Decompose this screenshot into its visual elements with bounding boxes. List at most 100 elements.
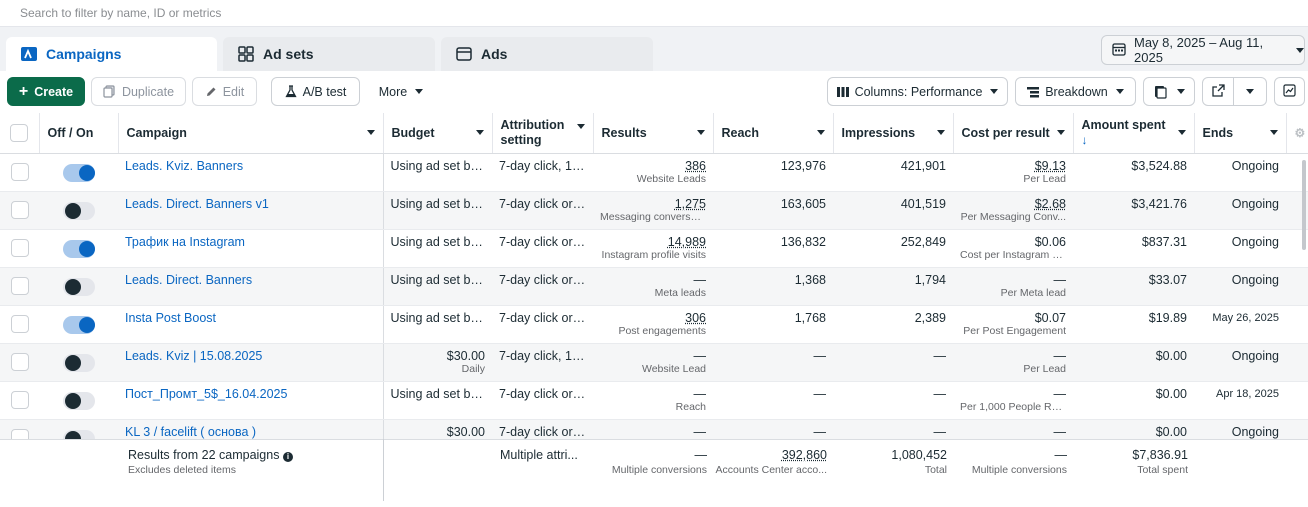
results-sub: Instagram profile visits	[601, 248, 706, 261]
header-budget[interactable]: Budget	[383, 113, 493, 154]
duplicate-button[interactable]: Duplicate	[91, 77, 186, 106]
date-range-label: May 8, 2025 – Aug 11, 2025	[1134, 35, 1264, 65]
campaign-name-link[interactable]: Leads. Kviz. Banners	[125, 158, 244, 173]
header-reach[interactable]: Reach	[713, 113, 834, 154]
breakdown-icon	[1027, 86, 1040, 98]
row-select-cell	[0, 267, 39, 306]
chevron-down-icon	[936, 130, 945, 135]
amount-spent-value: $837.31	[1141, 234, 1187, 249]
header-label: Attribution setting	[500, 117, 565, 147]
delivery-toggle[interactable]	[62, 315, 95, 334]
columns-button[interactable]: Columns: Performance	[827, 77, 1008, 106]
create-button[interactable]: + Create	[7, 77, 85, 106]
header-label: Off / On	[47, 125, 94, 140]
campaign-name-link[interactable]: Insta Post Boost	[125, 310, 217, 325]
tab-ads[interactable]: Ads	[441, 37, 653, 71]
impressions-cell: —	[833, 381, 953, 420]
export-menu-button[interactable]	[1233, 77, 1267, 106]
tab-ad-sets[interactable]: Ad sets	[223, 37, 435, 71]
row-toggle-cell	[39, 191, 118, 230]
filter-search-input[interactable]	[0, 0, 600, 26]
more-button[interactable]: More	[370, 77, 432, 106]
delivery-toggle[interactable]	[62, 239, 95, 258]
impressions-value: 252,849	[900, 234, 946, 249]
table-row[interactable]: Leads. Direct. Banners v1 Using ad set bu…	[0, 191, 1308, 230]
summary-spent-sub: Total spent	[1137, 464, 1188, 476]
campaign-name-link[interactable]: Leads. Direct. Banners v1	[125, 196, 269, 211]
campaign-name-link[interactable]: Трафик на Instagram	[125, 234, 245, 249]
table-row[interactable]: Leads. Kviz. Banners Using ad set bu... 7-…	[0, 153, 1308, 192]
campaign-name-link[interactable]: Пост_Промт_5$_16.04.2025	[125, 386, 288, 401]
ab-test-button[interactable]: A/B test	[271, 77, 360, 106]
header-cost-per-result[interactable]: Cost per result	[953, 113, 1074, 154]
header-label: Impressions	[841, 125, 916, 140]
header-results[interactable]: Results	[593, 113, 714, 154]
reach-cell: 123,976	[713, 153, 833, 192]
campaign-name-link[interactable]: Leads. Kviz | 15.08.2025	[125, 348, 263, 363]
cost-per-result-cell: $2.68 Per Messaging Conv...	[953, 191, 1073, 230]
campaign-name-link[interactable]: KL 3 / facelift ( основа )	[125, 424, 257, 439]
row-checkbox[interactable]	[10, 314, 29, 333]
chevron-down-icon	[1177, 130, 1186, 135]
summary-impressions-value: 1,080,452	[891, 448, 947, 462]
attribution-cell: 7-day click, 1-...	[492, 343, 593, 382]
export-button[interactable]	[1202, 77, 1234, 106]
duplicate-label: Duplicate	[121, 84, 175, 99]
chart-view-button[interactable]	[1274, 77, 1305, 106]
amount-spent-value: $19.89	[1148, 310, 1187, 325]
budget-value: $30.00	[446, 348, 485, 363]
header-ends[interactable]: Ends	[1194, 113, 1287, 154]
row-spacer-cell	[1286, 267, 1308, 306]
delivery-toggle[interactable]	[62, 163, 95, 182]
amount-spent-cell: $0.00	[1073, 381, 1194, 420]
row-checkbox[interactable]	[10, 162, 29, 181]
table-row[interactable]: Leads. Kviz | 15.08.2025 $30.00 Daily 7-day…	[0, 343, 1308, 382]
chevron-down-icon	[1177, 89, 1185, 94]
amount-spent-value: $0.00	[1155, 348, 1187, 363]
reach-value: 1,368	[794, 272, 826, 287]
table-row[interactable]: Insta Post Boost Using ad set bu... 7-day …	[0, 305, 1308, 344]
cost-per-result-cell: — Per Meta lead	[953, 267, 1073, 306]
delivery-toggle[interactable]	[62, 277, 95, 296]
results-value: —	[693, 424, 707, 439]
row-toggle-cell	[39, 305, 118, 344]
row-checkbox[interactable]	[10, 238, 29, 257]
cost-per-result-sub: Per Meta lead	[1000, 286, 1066, 299]
header-amount-spent[interactable]: Amount spent ↓	[1073, 113, 1195, 154]
cost-per-result-sub: Per Lead	[1023, 362, 1066, 375]
attribution-value: 7-day click or ...	[499, 386, 586, 401]
impressions-cell: 1,794	[833, 267, 953, 306]
select-all-checkbox[interactable]	[10, 123, 29, 142]
row-select-cell	[0, 305, 39, 344]
amount-spent-cell: $0.00	[1073, 343, 1194, 382]
campaign-name-link[interactable]: Leads. Direct. Banners	[125, 272, 253, 287]
table-row[interactable]: Пост_Промт_5$_16.04.2025 Using ad set bu.…	[0, 381, 1308, 420]
results-sub: Post engagements	[618, 324, 706, 337]
vertical-scrollbar[interactable]	[1302, 160, 1306, 250]
reach-cell: 163,605	[713, 191, 833, 230]
row-checkbox[interactable]	[10, 200, 29, 219]
header-impressions[interactable]: Impressions	[833, 113, 954, 154]
delivery-toggle[interactable]	[62, 391, 95, 410]
delivery-toggle[interactable]	[62, 201, 95, 220]
summary-attribution-value: Multiple attri...	[500, 448, 578, 462]
table-row[interactable]: Трафик на Instagram Using ad set bu... 7-d…	[0, 229, 1308, 268]
reports-button[interactable]	[1143, 77, 1195, 106]
date-range-picker[interactable]: May 8, 2025 – Aug 11, 2025	[1101, 35, 1305, 65]
edit-button[interactable]: Edit	[192, 77, 257, 106]
row-checkbox[interactable]	[10, 390, 29, 409]
delivery-toggle[interactable]	[62, 353, 95, 372]
amount-spent-value: $33.07	[1148, 272, 1187, 287]
toggle-knob	[64, 278, 81, 295]
table-row[interactable]: Leads. Direct. Banners Using ad set bu...…	[0, 267, 1308, 306]
breakdown-button[interactable]: Breakdown	[1015, 77, 1136, 106]
row-checkbox[interactable]	[10, 276, 29, 295]
row-checkbox[interactable]	[10, 352, 29, 371]
info-icon[interactable]: i	[282, 452, 293, 462]
summary-results: — Multiple conversions	[592, 448, 707, 477]
tab-campaigns[interactable]: Campaigns	[6, 37, 217, 71]
header-campaign[interactable]: Campaign	[118, 113, 384, 154]
amount-spent-value: $3,524.88	[1131, 158, 1187, 173]
header-settings[interactable]: ⚙	[1286, 113, 1308, 154]
header-attribution[interactable]: Attribution setting	[492, 113, 594, 154]
